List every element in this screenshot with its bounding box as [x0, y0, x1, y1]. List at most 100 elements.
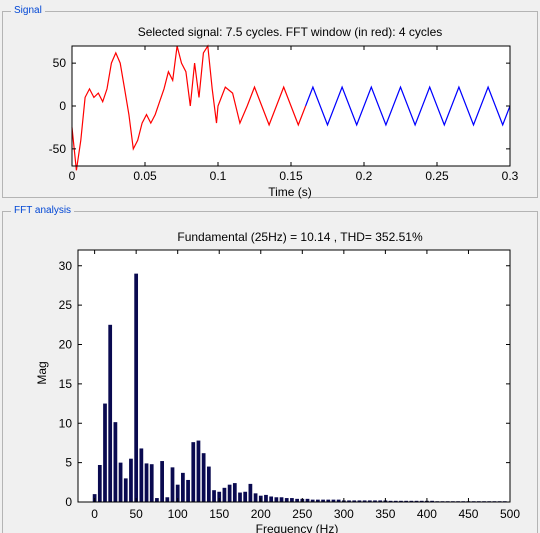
fft-bar: [388, 500, 393, 502]
fft-bar: [373, 500, 377, 502]
fft-chart-title: Fundamental (25Hz) = 10.14 , THD= 352.51…: [177, 230, 423, 244]
fft-bar: [191, 442, 196, 502]
fft-bar: [243, 491, 248, 502]
signal-y-tick-label: 0: [59, 99, 66, 113]
fft-bar: [238, 492, 242, 502]
fft-bar: [264, 494, 268, 502]
fft-y-axis-label: Mag: [35, 361, 49, 384]
fft-plot-frame: [77, 249, 511, 503]
fft-bar: [347, 500, 351, 502]
fft-bar: [160, 461, 164, 502]
fft-x-axis-label: Frequency (Hz): [256, 522, 339, 533]
fft-x-tick-label: 200: [251, 507, 271, 521]
fft-bar: [367, 500, 372, 502]
fft-plot-area: [78, 250, 510, 502]
fft-bar: [326, 499, 331, 502]
fft-bar: [206, 466, 211, 502]
fft-x-tick-label: 250: [292, 507, 312, 521]
signal-x-tick-label: 0.2: [356, 169, 373, 183]
fft-panel-title: FFT analysis: [11, 205, 75, 217]
fft-bar: [129, 458, 133, 502]
fft-bar: [279, 497, 284, 502]
signal-x-tick-label: 0: [69, 169, 76, 183]
fft-bar: [310, 499, 315, 502]
fft-panel: FFT analysis: [2, 205, 538, 533]
fft-y-tick-label: 20: [59, 338, 73, 352]
fft-bar: [284, 498, 289, 502]
fft-bar: [393, 500, 398, 502]
fft-x-tick-label: 150: [209, 507, 229, 521]
fft-bar: [316, 499, 320, 502]
signal-x-tick-label: 0.05: [133, 169, 157, 183]
fft-bar: [170, 467, 175, 502]
fft-x-tick-label: 100: [168, 507, 188, 521]
signal-x-tick-label: 0.1: [210, 169, 227, 183]
fft-y-tick-label: 0: [65, 495, 72, 509]
fft-bar: [404, 500, 409, 502]
fft-bar: [134, 273, 139, 503]
fft-bar: [186, 479, 190, 502]
fft-bar: [181, 472, 185, 502]
fft-x-tick-label: 50: [129, 507, 143, 521]
fft-y-tick-label: 10: [59, 416, 73, 430]
fft-bar: [212, 490, 216, 502]
signal-panel: Signal: [2, 5, 538, 198]
fft-bar: [295, 498, 299, 502]
fft-bar: [97, 464, 102, 502]
signal-series-0: [71, 44, 307, 171]
fft-bar: [331, 499, 336, 502]
fft-bar: [123, 478, 128, 503]
fft-y-tick-label: 5: [65, 456, 72, 470]
signal-chart: Selected signal: 7.5 cycles. FFT window …: [49, 25, 519, 199]
fft-bar: [399, 500, 403, 502]
signal-y-tick-label: -50: [49, 142, 67, 156]
fft-x-tick-label: 0: [91, 507, 98, 521]
signal-x-tick-label: 0.25: [425, 169, 449, 183]
signal-x-tick-label: 0.3: [502, 169, 519, 183]
fft-x-tick-label: 500: [500, 507, 520, 521]
fft-x-tick-label: 300: [334, 507, 354, 521]
fft-bar: [414, 500, 419, 502]
fft-bar: [165, 497, 170, 502]
fft-bar: [222, 487, 227, 502]
signal-x-tick-label: 0.15: [279, 169, 303, 183]
fft-bar: [357, 500, 362, 502]
fft-bar: [149, 464, 154, 502]
fft-y-tick-label: 15: [59, 377, 73, 391]
fft-bar: [274, 497, 279, 502]
fft-bar: [290, 498, 294, 502]
fft-bar: [175, 484, 180, 502]
fft-bar: [409, 500, 414, 502]
fft-bar: [196, 440, 201, 502]
fft-bar: [139, 448, 144, 502]
fft-bar: [362, 500, 367, 502]
signal-x-axis-label: Time (s): [268, 185, 312, 199]
fft-x-tick-label: 450: [458, 507, 478, 521]
fft-bar: [336, 499, 341, 502]
fft-bar: [378, 500, 383, 502]
fft-bar: [155, 498, 159, 502]
fft-bar: [248, 483, 253, 502]
fft-bar: [305, 498, 310, 502]
fft-bar: [352, 500, 357, 502]
fft-y-tick-label: 30: [59, 259, 73, 273]
fft-bar: [253, 493, 258, 502]
fft-bar: [217, 491, 222, 502]
fft-bar: [201, 453, 206, 502]
fft-bar: [113, 422, 118, 502]
signal-y-tick-label: 50: [53, 56, 67, 70]
fft-bar: [419, 500, 424, 502]
fft-y-tick-label: 25: [59, 298, 73, 312]
signal-chart-title: Selected signal: 7.5 cycles. FFT window …: [138, 25, 443, 39]
fft-bar: [232, 483, 237, 502]
fft-bar: [103, 403, 107, 502]
fft-bar: [321, 499, 325, 502]
signal-panel-title: Signal: [11, 5, 45, 17]
fft-bar: [430, 500, 434, 502]
fft-x-tick-label: 400: [417, 507, 437, 521]
fft-bar: [144, 463, 149, 502]
fft-bar: [227, 484, 232, 502]
fft-bar: [118, 462, 123, 503]
fft-x-tick-label: 350: [375, 507, 395, 521]
